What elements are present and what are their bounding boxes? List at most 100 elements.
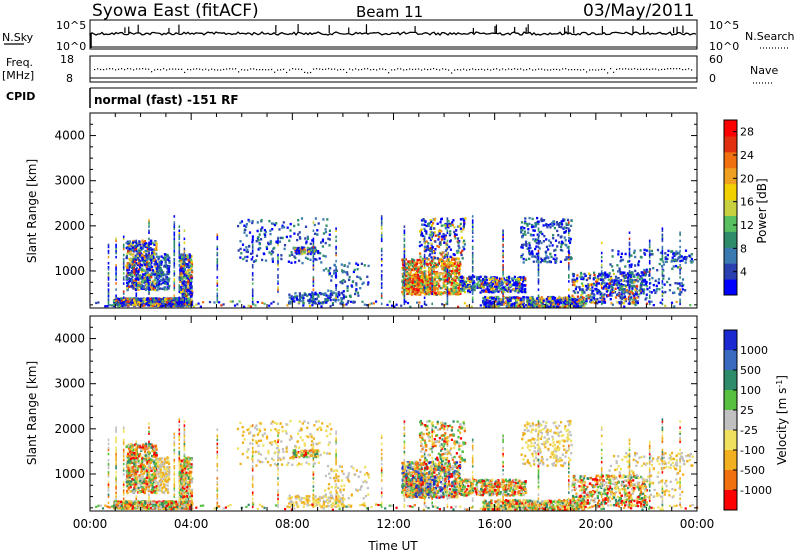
- scatter-cell: [557, 234, 560, 237]
- scatter-cell: [415, 273, 418, 276]
- scatter-cell: [155, 252, 158, 255]
- scatter-cell: [132, 253, 135, 256]
- scatter-cell: [531, 295, 534, 299]
- scatter-cell: [132, 241, 135, 244]
- scatter-cell: [524, 217, 527, 220]
- scatter-cell: [424, 257, 427, 261]
- scatter-cell: [168, 270, 171, 273]
- scatter-cell: [180, 300, 184, 304]
- scatter-cell: [448, 260, 451, 264]
- scatter-cell: [151, 241, 154, 245]
- scatter-cell: [315, 297, 318, 300]
- scatter-cell: [462, 245, 465, 249]
- scatter-cell: [420, 282, 423, 285]
- scatter-cell: [450, 261, 453, 264]
- scatter-cell: [604, 271, 607, 274]
- scatter-cell: [507, 286, 510, 289]
- scatter-cell: [150, 273, 153, 277]
- scatter-cell: [249, 252, 253, 255]
- scatter-cell: [448, 281, 452, 284]
- scatter-cell: [430, 267, 433, 270]
- scatter-cell: [134, 279, 137, 282]
- scatter-cell: [557, 223, 561, 226]
- freq-point: [355, 68, 357, 70]
- scatter-cell: [431, 224, 434, 227]
- scatter-cell: [150, 272, 153, 275]
- scatter-cell: [503, 281, 506, 284]
- scatter-cell: [290, 251, 293, 254]
- scatter-cell: [153, 250, 156, 254]
- scatter-cell: [330, 290, 333, 293]
- scatter-cell: [451, 223, 454, 227]
- scatter-cell: [320, 292, 323, 296]
- scatter-cell: [558, 303, 561, 306]
- scatter-cell: [333, 272, 336, 275]
- freq-point: [607, 72, 609, 74]
- scatter-cell: [539, 260, 542, 264]
- scatter-cell: [530, 225, 534, 229]
- scatter-cell: [156, 299, 159, 302]
- scatter-cell: [125, 246, 128, 250]
- scatter-cell: [489, 301, 492, 305]
- scatter-cell: [439, 221, 442, 224]
- scatter-cell: [275, 222, 278, 225]
- scatter-cell: [524, 287, 527, 291]
- scatter-cell: [500, 283, 503, 286]
- freq-point: [685, 68, 687, 71]
- scatter-cell: [492, 281, 495, 284]
- scatter-cell: [419, 266, 423, 269]
- scatter-cell: [340, 280, 343, 283]
- scatter-cell: [154, 270, 157, 273]
- scatter-cell: [142, 242, 145, 246]
- scatter-cell: [139, 263, 142, 266]
- scatter-cell: [420, 274, 423, 277]
- scatter-cell: [131, 298, 134, 302]
- freq-point: [337, 69, 339, 71]
- scatter-cell: [181, 273, 184, 277]
- scatter-cell: [534, 238, 537, 241]
- scatter-cell: [180, 276, 183, 279]
- scatter-cell: [536, 305, 539, 309]
- scatter-cell: [482, 283, 485, 286]
- scatter-cell: [425, 224, 428, 228]
- scatter-cell: [412, 273, 415, 276]
- scatter-cell: [130, 284, 133, 288]
- scatter-cell: [288, 293, 291, 296]
- scatter-cell: [149, 259, 153, 262]
- scatter-cell: [328, 238, 331, 241]
- scatter-cell: [454, 286, 457, 289]
- scatter-cell: [420, 232, 424, 235]
- scatter-cell: [354, 292, 357, 296]
- scatter-cell: [321, 245, 324, 248]
- scatter-cell: [429, 226, 432, 229]
- scatter-cell: [566, 218, 570, 222]
- scatter-cell: [564, 299, 567, 302]
- scatter-cell: [569, 237, 572, 241]
- scatter-cell: [330, 275, 333, 278]
- scatter-cell: [534, 239, 537, 243]
- freq-point: [175, 68, 177, 70]
- scatter-cell: [153, 253, 157, 256]
- scatter-cell: [187, 282, 190, 285]
- freq-point: [538, 68, 540, 70]
- scatter-cell: [528, 222, 531, 226]
- scatter-cell: [444, 234, 447, 237]
- scatter-cell: [578, 299, 581, 302]
- scatter-cell: [425, 285, 428, 288]
- scatter-cell: [256, 221, 259, 224]
- scatter-cell: [127, 248, 130, 251]
- scatter-cell: [283, 247, 286, 251]
- scatter-cell: [409, 289, 412, 292]
- freq-point: [148, 68, 150, 70]
- scatter-cell: [453, 283, 456, 286]
- scatter-cell: [479, 275, 482, 278]
- scatter-cell: [610, 294, 613, 297]
- freq-point: [346, 71, 348, 74]
- scatter-cell: [269, 229, 272, 232]
- freq-point: [499, 69, 501, 71]
- freq-point: [535, 69, 537, 71]
- scatter-cell: [453, 273, 457, 276]
- scatter-cell: [135, 303, 138, 306]
- scatter-cell: [536, 233, 539, 236]
- scatter-cell: [182, 288, 185, 291]
